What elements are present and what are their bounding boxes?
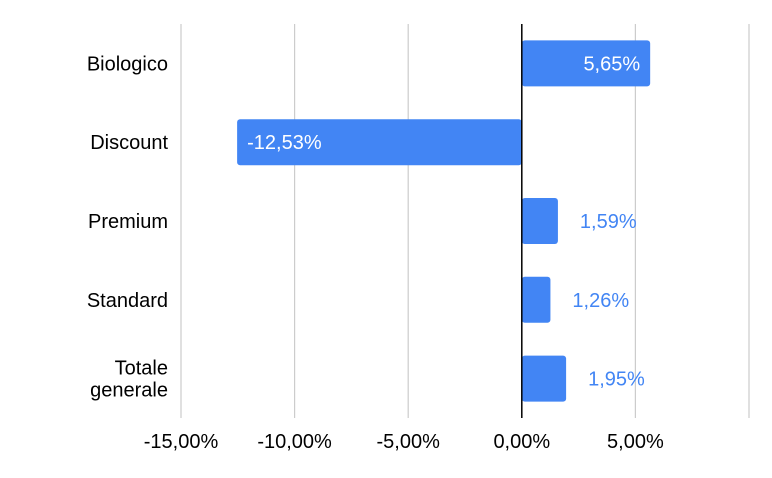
bar — [521, 40, 651, 87]
category-label: Totale generale — [90, 358, 168, 402]
category-label: Premium — [88, 211, 168, 233]
x-tick-label: -10,00% — [257, 431, 332, 453]
bar — [521, 355, 567, 402]
data-label: -12,53% — [247, 132, 322, 154]
category-label: Discount — [90, 132, 168, 154]
category-labels: Biologico Discount Premium Standard Totale ge… — [87, 53, 169, 401]
gridlines — [180, 24, 750, 418]
bar — [521, 198, 558, 244]
data-label: 5,65% — [583, 53, 640, 75]
x-tick-label: 0,00% — [493, 431, 550, 453]
category-label: Biologico — [87, 53, 168, 75]
data-label: 1,59% — [580, 211, 637, 233]
data-label: 1,95% — [588, 369, 645, 391]
x-tick-label: 5,00% — [607, 431, 664, 453]
x-tick-label: -15,00% — [144, 431, 219, 453]
category-label-line: Discount — [90, 132, 168, 154]
data-labels: 5,65% -12,53% 1,59% 1,26% 1,95% — [247, 53, 645, 390]
x-axis-tick-labels: -15,00% -10,00% -5,00% 0,00% 5,00% — [144, 431, 664, 453]
category-label-line: Totale — [115, 358, 168, 380]
category-label-line: Biologico — [87, 53, 168, 75]
data-label: 1,26% — [572, 290, 629, 312]
x-tick-label: -5,00% — [377, 431, 441, 453]
category-label-line: generale — [90, 380, 168, 402]
category-label-line: Premium — [88, 211, 168, 233]
bar — [237, 119, 522, 166]
category-label: Standard — [87, 290, 168, 312]
category-label-line: Standard — [87, 290, 168, 312]
bar — [521, 276, 551, 323]
bars — [237, 40, 651, 402]
